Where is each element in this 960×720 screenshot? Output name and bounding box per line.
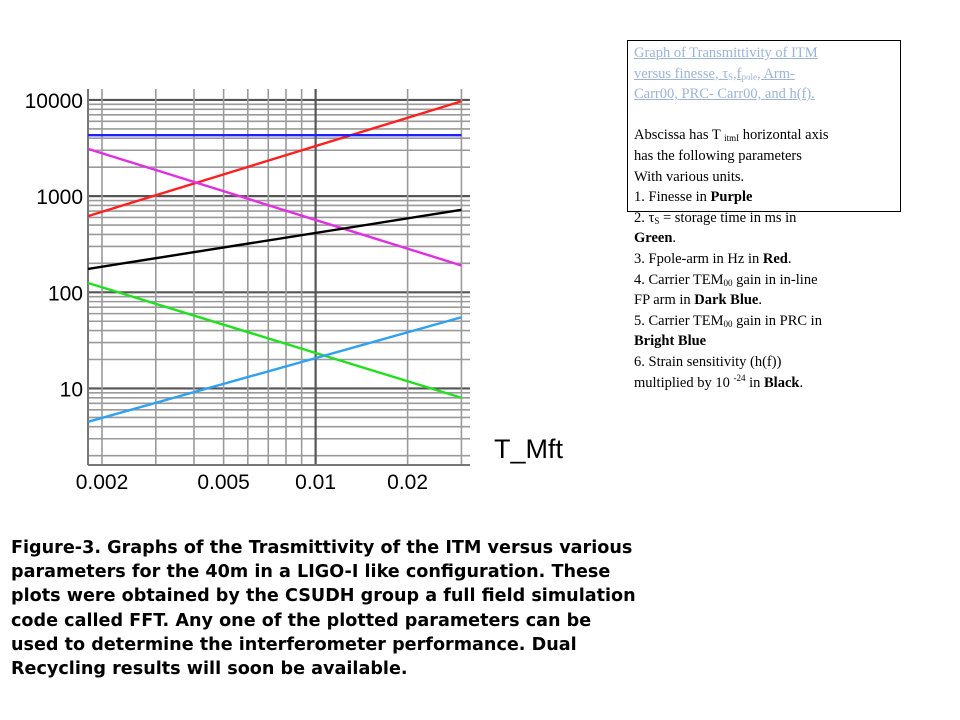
- item6-end: .: [799, 374, 804, 391]
- item4-end: .: [758, 292, 762, 309]
- legend-params: has the following parameters: [634, 147, 802, 164]
- series-line-3: [87, 147, 462, 267]
- abscissa-text-b: horizontal axis: [739, 127, 829, 144]
- legend-link[interactable]: Graph of Transmittivity of ITM versus fi…: [634, 43, 896, 105]
- item4-text: 4. Carrier TEM: [634, 271, 724, 288]
- item4-text-b: gain in in-line: [732, 271, 818, 288]
- caption-line: parameters for the 40m in a LIGO-I like …: [11, 562, 611, 583]
- item2-text-b: = storage time in ms in: [659, 209, 797, 226]
- item5-color: Bright Blue: [634, 333, 707, 350]
- item2-end: .: [672, 230, 677, 247]
- legend-link-tau-sub[interactable]: S: [728, 71, 734, 82]
- legend-abscissa: Abscissa has T itmI horizontal axis: [634, 125, 896, 146]
- legend-box: [627, 40, 901, 212]
- legend-item-arm-gain: 4. Carrier TEM00 gain in in-line FP arm i…: [634, 270, 896, 311]
- item5-text-b: gain in PRC in: [732, 312, 822, 329]
- item1-color: Purple: [710, 189, 753, 206]
- item3-color: Red: [762, 250, 788, 267]
- item4-text-c: FP arm in: [634, 292, 695, 309]
- y-tick-label: 10: [60, 378, 83, 401]
- item2-tau: τ: [648, 209, 655, 226]
- caption-line: code called FFT. Any one of the plotted …: [11, 610, 592, 631]
- item5-text: 5. Carrier TEM: [634, 312, 724, 329]
- item5-sub: 00: [723, 318, 733, 329]
- item6-color: Black: [764, 374, 800, 391]
- legend: Graph of Transmittivity of ITM versus fi…: [634, 43, 896, 393]
- legend-item-strain: 6. Strain sensitivity (h(f)) multiplied b…: [634, 352, 896, 393]
- caption-line: plots were obtained by the CSUDH group a…: [11, 586, 636, 607]
- caption-line: Figure-3. Graphs of the Trasmittivity of…: [11, 538, 633, 558]
- item6-text-c: in: [745, 374, 765, 391]
- chart-tick-labels: 10000 1000 100 10 0.002 0.005 0.01 0.02: [25, 90, 428, 494]
- legend-item-storage-time: 2. τS = storage time in ms in Green.: [634, 208, 896, 249]
- x-tick-label: 0.002: [76, 471, 129, 494]
- legend-link-line3[interactable]: Carr00, PRC- Carr00, and h(f).: [634, 86, 815, 103]
- item6-sup: -24: [733, 372, 746, 383]
- figure-caption: Figure-3. Graphs of the Trasmittivity of…: [11, 536, 711, 681]
- caption-line: used to determine the interferometer per…: [11, 634, 577, 655]
- legend-link-pole-sub[interactable]: pole: [741, 71, 758, 82]
- legend-item-fpole: 3. Fpole-arm in Hz in Red.: [634, 249, 896, 270]
- abscissa-text: Abscissa has T: [634, 127, 725, 144]
- legend-link-line2b[interactable]: ,f: [733, 65, 742, 82]
- legend-item-finesse: 1. Finesse in Purple: [634, 187, 896, 208]
- item1-text: 1. Finesse in: [634, 189, 711, 206]
- item4-color: Dark Blue: [694, 292, 759, 309]
- x-axis-label: T_Mft: [494, 434, 564, 464]
- series-line-5: [87, 281, 462, 399]
- legend-link-tau[interactable]: τ: [722, 65, 729, 82]
- item2-text: 2.: [634, 209, 649, 226]
- item2-sub: S: [654, 215, 660, 226]
- item3-end: .: [787, 250, 792, 267]
- legend-link-line1[interactable]: Graph of Transmittivity of ITM: [634, 45, 818, 61]
- item4-sub: 00: [723, 277, 733, 288]
- legend-link-line2a[interactable]: versus finesse,: [634, 65, 723, 82]
- series-line-1: [87, 100, 462, 218]
- x-tick-label: 0.01: [295, 471, 336, 494]
- x-tick-label: 0.005: [197, 471, 250, 494]
- item6-text-b: multiplied by 10: [634, 374, 734, 391]
- item6-text: 6. Strain sensitivity (h(f)): [634, 353, 782, 370]
- legend-units: With various units.: [634, 168, 745, 185]
- legend-link-line2c[interactable]: , Arm-: [757, 65, 795, 82]
- y-tick-label: 1000: [36, 186, 83, 209]
- item3-text: 3. Fpole-arm in Hz in: [634, 250, 763, 267]
- y-tick-label: 10000: [25, 90, 83, 113]
- y-tick-label: 100: [48, 282, 83, 305]
- x-tick-label: 0.02: [387, 471, 428, 494]
- series-line-6: [87, 316, 462, 423]
- legend-item-prc-gain: 5. Carrier TEM00 gain in PRC in Bright Bl…: [634, 311, 896, 352]
- caption-line: Recycling results will soon be available…: [11, 659, 408, 680]
- abscissa-sub: itmI: [724, 133, 740, 144]
- chart-grid: [87, 89, 470, 466]
- item2-color: Green: [634, 230, 673, 247]
- series-line-4: [87, 208, 462, 271]
- chart-series: [87, 100, 462, 423]
